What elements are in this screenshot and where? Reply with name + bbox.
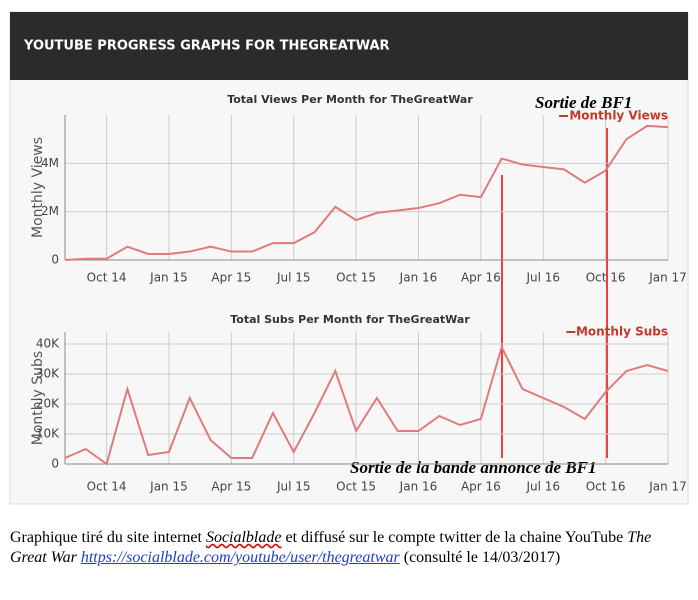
y-tick-label: 20K (36, 397, 60, 411)
x-tick-label: Jul 16 (525, 271, 560, 285)
caption-link[interactable]: https://socialblade.com/youtube/user/the… (80, 549, 400, 566)
y-tick-label: 0 (51, 457, 59, 471)
x-tick-label: Apr 15 (211, 480, 251, 494)
x-tick-label: Jan 16 (399, 271, 438, 285)
caption-text: (consulté le 14/03/2017) (399, 549, 561, 566)
x-tick-label: Jul 15 (276, 480, 311, 494)
caption: Graphique tiré du site internet Socialbl… (10, 528, 690, 568)
data-line (64, 124, 669, 261)
y-tick-label: 0 (51, 253, 59, 267)
x-tick-label: Jan 17 (648, 271, 687, 285)
header-bar (10, 12, 688, 80)
y-tick-label: 10K (36, 427, 60, 441)
annotation: Sortie de la bande annonce de BF1 (350, 458, 597, 477)
x-tick-label: Oct 16 (586, 480, 626, 494)
y-tick-label: 30K (36, 367, 60, 381)
x-tick-label: Jul 16 (525, 480, 560, 494)
x-tick-label: Jan 15 (149, 480, 188, 494)
x-tick-label: Jul 15 (276, 271, 311, 285)
x-tick-label: Oct 14 (87, 480, 127, 494)
x-tick-label: Oct 14 (87, 271, 127, 285)
header-title: YOUTUBE PROGRESS GRAPHS FOR THEGREATWAR (23, 39, 390, 54)
y-axis-label: Monthly Subs (30, 351, 46, 445)
y-axis-label: Monthly Views (30, 137, 46, 238)
x-tick-label: Oct 15 (336, 480, 376, 494)
panel (9, 11, 689, 505)
y-tick-label: 4M (41, 156, 59, 170)
y-tick-label: 2M (41, 204, 59, 218)
x-tick-label: Oct 16 (586, 271, 626, 285)
y-tick-label: 40K (36, 337, 60, 351)
x-tick-label: Oct 15 (336, 271, 376, 285)
x-tick-label: Apr 16 (461, 480, 501, 494)
x-tick-label: Jan 17 (648, 480, 687, 494)
x-tick-label: Jan 15 (149, 271, 188, 285)
x-tick-label: Jan 16 (399, 480, 438, 494)
data-line (64, 344, 669, 466)
caption-text: Graphique tiré du site internet (10, 529, 206, 546)
chart-title: Total Views Per Month for TheGreatWar (227, 93, 473, 106)
x-tick-label: Apr 15 (211, 271, 251, 285)
annotation: Sortie de BF1 (535, 93, 632, 112)
legend-label: Monthly Subs (576, 325, 668, 339)
caption-channel: The Great War (10, 529, 652, 566)
chart: YOUTUBE PROGRESS GRAPHS FOR THEGREATWAR … (9, 11, 689, 505)
caption-site: Socialblade (205, 529, 282, 546)
x-tick-label: Apr 16 (461, 271, 501, 285)
legend-label: Monthly Views (569, 109, 668, 123)
chart-title: Total Subs Per Month for TheGreatWar (230, 313, 470, 326)
caption-text: et diffusé sur le compte twitter de la c… (281, 529, 628, 546)
